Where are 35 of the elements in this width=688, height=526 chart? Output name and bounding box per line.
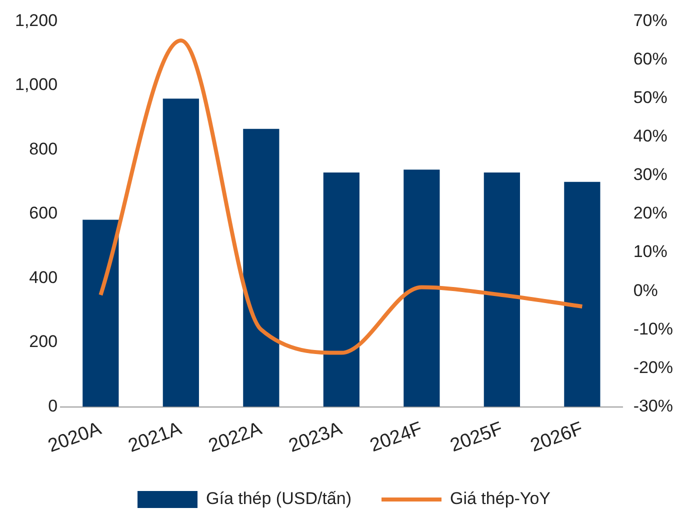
x-tick-label: 2024F xyxy=(367,418,426,457)
y-tick-label: 1,200 xyxy=(14,10,58,30)
y2-tick-label: 60% xyxy=(633,49,668,68)
y2-tick-label: 0% xyxy=(633,280,658,300)
y2-tick-label: -30% xyxy=(633,396,673,416)
x-tick-label: 2026F xyxy=(528,418,586,457)
y-tick-label: 600 xyxy=(29,204,58,223)
x-tick-label: 2023A xyxy=(286,418,346,457)
y2-tick-label: 50% xyxy=(633,88,668,108)
line-series xyxy=(98,38,584,355)
x-tick-label: 2020A xyxy=(45,418,104,457)
bar xyxy=(243,128,280,407)
y-tick-label: 400 xyxy=(29,268,58,287)
x-tick-label: 2025F xyxy=(448,418,506,457)
bar xyxy=(564,182,600,407)
legend-label: Giá thép-YoY xyxy=(450,489,551,508)
y-tick-label: 200 xyxy=(29,332,58,352)
x-tick-label: 2021A xyxy=(126,418,185,457)
y2-tick-label: -20% xyxy=(633,358,673,377)
x-tick-label: 2022A xyxy=(206,418,265,457)
bar xyxy=(162,98,199,407)
y2-tick-label: 20% xyxy=(633,204,668,223)
bar xyxy=(82,220,119,407)
y-tick-label: 0 xyxy=(48,396,58,416)
bar xyxy=(323,172,360,407)
y2-tick-label: 70% xyxy=(633,10,668,30)
y2-tick-label: 10% xyxy=(633,242,668,262)
y-tick-label: 1,000 xyxy=(14,75,58,94)
y2-tick-label: 40% xyxy=(633,126,668,146)
y-tick-label: 800 xyxy=(29,139,58,158)
legend-label: Gía thép (USD/tấn) xyxy=(206,489,352,508)
bar xyxy=(404,170,440,407)
y2-tick-label: 30% xyxy=(633,165,668,184)
bar xyxy=(484,172,520,407)
y2-tick-label: -10% xyxy=(633,319,673,338)
